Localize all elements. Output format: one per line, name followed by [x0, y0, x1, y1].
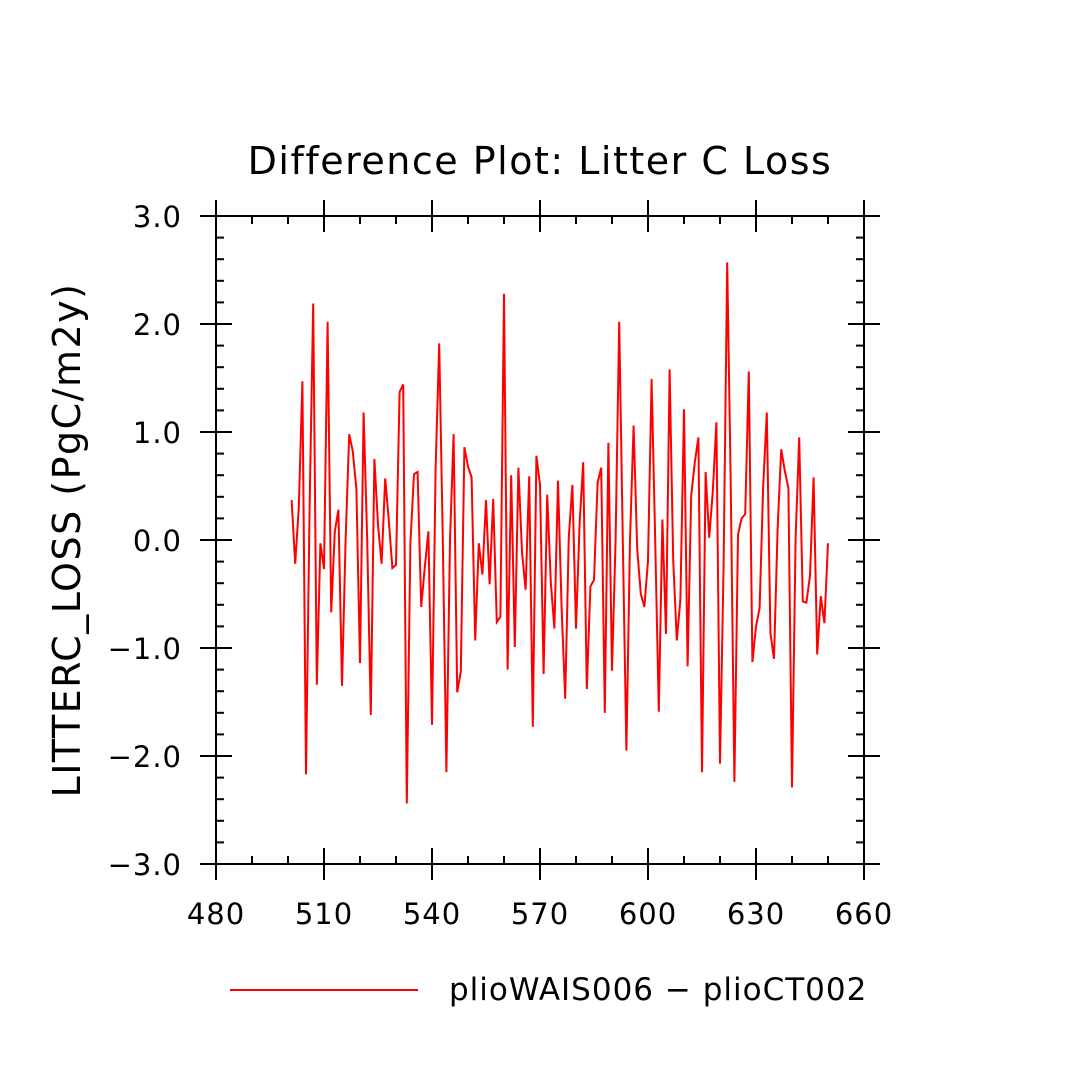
chart-title: Difference Plot: Litter C Loss — [248, 139, 833, 183]
x-tick-label: 570 — [511, 897, 569, 931]
legend: plioWAIS006 − plioCT002 — [230, 972, 867, 1008]
legend-label: plioWAIS006 − plioCT002 — [449, 972, 867, 1008]
x-tick-label: 660 — [835, 897, 893, 931]
y-tick-label: −2.0 — [108, 740, 182, 774]
y-tick-label: 1.0 — [133, 416, 182, 450]
x-tick-label: 600 — [619, 897, 677, 931]
tick-layer — [200, 200, 880, 880]
x-tick-label: 480 — [187, 897, 245, 931]
y-tick-label: 3.0 — [133, 200, 182, 234]
x-tick-label: 630 — [727, 897, 785, 931]
y-tick-label: 0.0 — [133, 524, 182, 558]
y-axis-label: LITTERC_LOSS (PgC/m2y) — [45, 283, 89, 798]
x-tick-label: 510 — [295, 897, 353, 931]
y-tick-label: 2.0 — [133, 308, 182, 342]
y-tick-label: −3.0 — [108, 848, 182, 882]
x-tick-label: 540 — [403, 897, 461, 931]
tick-label-layer: 480 510 540 570 600 630 660 −3.0 −2.0 −1.0 0.0 1.0 2… — [108, 200, 893, 931]
y-tick-label: −1.0 — [108, 632, 182, 666]
series-line — [290, 262, 829, 804]
